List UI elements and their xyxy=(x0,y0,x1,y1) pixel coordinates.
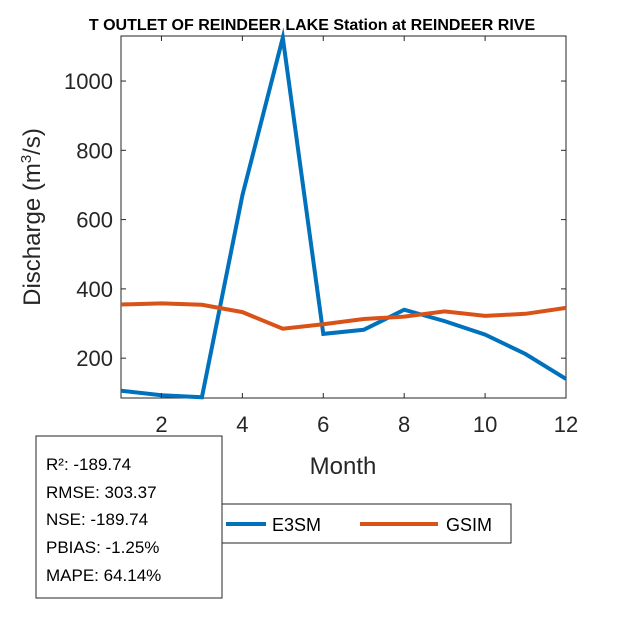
series-layer xyxy=(120,27,568,400)
x-tick-label-8: 8 xyxy=(398,412,410,437)
x-tick-label-2: 2 xyxy=(155,412,167,437)
stat-r2: R²: -189.74 xyxy=(46,455,131,474)
x-tick-label-12: 12 xyxy=(554,412,578,437)
legend: E3SM GSIM xyxy=(218,503,512,544)
y-tick-label-400: 400 xyxy=(76,277,113,302)
plot-area: 2 4 6 8 10 12 200 400 600 800 1000 xyxy=(64,27,578,437)
y-tick-label-800: 800 xyxy=(76,138,113,163)
y-axis-label: Discharge (m3/s) xyxy=(18,128,46,306)
stat-nse: NSE: -189.74 xyxy=(46,510,148,529)
stat-mape: MAPE: 64.14% xyxy=(46,566,161,585)
x-tick-label-6: 6 xyxy=(317,412,329,437)
stats-box-frame xyxy=(35,435,223,599)
series-line-e3sm xyxy=(120,27,568,400)
y-tick-label-200: 200 xyxy=(76,346,113,371)
x-axis-label: Month xyxy=(310,453,377,480)
legend-label-gsim: GSIM xyxy=(446,515,492,535)
stat-pbias: PBIAS: -1.25% xyxy=(46,538,159,557)
y-axis-label-superscript: 3 xyxy=(18,155,35,163)
axes-box xyxy=(120,35,567,399)
stat-rmse: RMSE: 303.37 xyxy=(46,483,157,502)
stats-box: R²: -189.74 RMSE: 303.37 NSE: -189.74 PB… xyxy=(35,435,223,599)
y-tick-label-600: 600 xyxy=(76,208,113,233)
y-tick-label-1000: 1000 xyxy=(64,69,113,94)
x-tick-label-10: 10 xyxy=(473,412,497,437)
x-axis: 2 4 6 8 10 12 xyxy=(155,36,578,437)
chart-title: T OUTLET OF REINDEER LAKE Station at REI… xyxy=(89,17,536,34)
y-axis-label-unit: /s) xyxy=(19,128,46,155)
y-axis-label-main: Discharge (m xyxy=(19,163,46,306)
series-line-gsim xyxy=(120,301,567,331)
x-tick-label-4: 4 xyxy=(236,412,248,437)
legend-label-e3sm: E3SM xyxy=(272,515,321,535)
y-axis: 200 400 600 800 1000 xyxy=(64,69,566,371)
